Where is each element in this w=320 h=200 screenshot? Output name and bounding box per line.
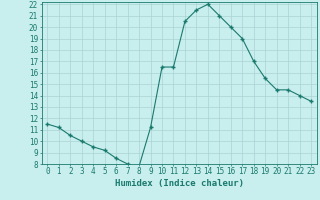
X-axis label: Humidex (Indice chaleur): Humidex (Indice chaleur) [115, 179, 244, 188]
